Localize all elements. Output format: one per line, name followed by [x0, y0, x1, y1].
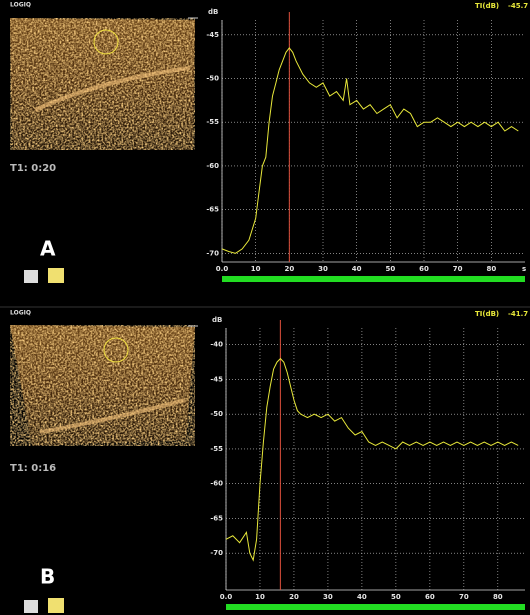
icon-button[interactable]: [48, 268, 64, 283]
x-tick-label: 70: [453, 265, 463, 273]
y-tick-label: -70: [206, 249, 219, 257]
x-tick-label: 70: [459, 593, 469, 601]
x-tick-label: 10: [255, 593, 265, 601]
x-tick-label: 20: [284, 265, 294, 273]
icon-button[interactable]: [48, 598, 64, 613]
x-tick-label: 40: [357, 593, 367, 601]
y-tick-label: -50: [206, 75, 219, 83]
y-tick-label: -45: [210, 375, 223, 383]
timer: T1: 0:16: [10, 463, 56, 474]
x-tick-label: 10: [251, 265, 261, 273]
y-axis-label: dB: [208, 8, 218, 16]
y-tick-label: -60: [210, 480, 223, 488]
ultrasound-b: [10, 325, 198, 446]
x-tick-label: 80: [486, 265, 496, 273]
x-tick-label: 0.0: [216, 265, 229, 273]
y-tick-label: -45: [206, 31, 219, 39]
x-tick-label: 20: [289, 593, 299, 601]
divider: [0, 306, 530, 308]
icon-button[interactable]: [24, 600, 38, 613]
timer: T1: 0:20: [10, 163, 56, 174]
x-tick-label: 0.0: [220, 593, 233, 601]
readout-label: TI(dB): [475, 310, 499, 318]
panel-label: B: [40, 565, 55, 589]
x-tick-label: 30: [323, 593, 333, 601]
x-tick-label: 50: [391, 593, 401, 601]
readout-value: -45.7: [508, 2, 528, 10]
x-tick-label: 50: [385, 265, 395, 273]
icon-button[interactable]: [24, 270, 38, 283]
x-unit: s: [522, 265, 526, 273]
y-axis-label: dB: [212, 316, 222, 324]
y-tick-label: -65: [210, 514, 223, 522]
y-tick-label: -60: [206, 162, 219, 170]
logo: LOGIQ: [10, 2, 31, 9]
timeline-bar: [222, 276, 525, 282]
x-tick-label: 60: [419, 265, 429, 273]
y-tick-label: -65: [206, 206, 219, 214]
y-tick-label: -50: [210, 410, 223, 418]
y-tick-label: -70: [210, 549, 223, 557]
y-tick-label: -55: [210, 445, 223, 453]
timeline-bar: [226, 604, 525, 610]
screen: LOGIQ T1: 0:20 AdB TI(dB) -45.7 -45 -50 -55 -60 -…: [0, 0, 530, 615]
readout-value: -41.7: [508, 310, 528, 318]
x-tick-label: 60: [425, 593, 435, 601]
y-tick-label: -40: [210, 341, 223, 349]
x-tick-label: 30: [318, 265, 328, 273]
y-tick-label: -55: [206, 118, 219, 126]
panel-label: A: [40, 237, 56, 261]
x-tick-label: 40: [352, 265, 362, 273]
x-tick-label: 80: [493, 593, 503, 601]
readout-label: TI(dB): [475, 2, 499, 10]
ultrasound-a: [10, 18, 198, 150]
logo: LOGIQ: [10, 310, 31, 317]
